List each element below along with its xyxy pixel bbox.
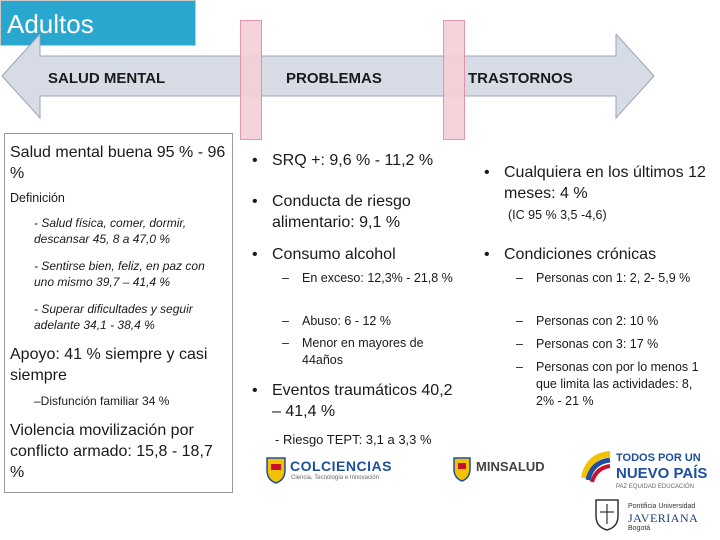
middle-bullet-conducta: • Conducta de riesgo alimentario: 9,1 %	[252, 191, 462, 233]
right-bullet-cualquiera: • Cualquiera en los últimos 12 meses: 4 %	[484, 162, 716, 204]
violencia-text: Violencia movilización por conflicto arm…	[10, 422, 213, 481]
minsalud-logo: MINSALUD	[476, 459, 545, 474]
disfuncion-familiar: –Disfunción familiar 34 %	[34, 394, 170, 408]
def-item: - Superar dificultades y seguir adelante…	[34, 302, 193, 332]
bullet-icon: •	[252, 246, 258, 263]
definicion-title: Definición	[10, 191, 65, 205]
label-trastornos: TRASTORNOS	[468, 70, 573, 87]
todos-por-un-label: TODOS POR UN	[616, 452, 701, 464]
colombia-flag-swirl-icon	[580, 450, 614, 484]
alcohol-sub-text: Menor en mayores de 44años	[302, 336, 424, 367]
dash-icon: –	[516, 360, 523, 374]
dash-icon: –	[282, 314, 289, 328]
javeriana-logo: JAVERIANA	[628, 511, 699, 525]
salud-mental-panel	[4, 133, 233, 493]
bullet-icon: •	[484, 164, 490, 181]
intervalo-confianza: (IC 95 % 3,5 -4,6)	[508, 208, 607, 222]
slide-title: Adultos	[0, 0, 196, 46]
label-problemas: PROBLEMAS	[286, 70, 382, 87]
alcohol-sub-item: – Menor en mayores de 44años	[282, 335, 460, 369]
paz-equidad-educacion: PAZ EQUIDAD EDUCACIÓN	[616, 484, 694, 490]
bullet-icon: •	[484, 246, 490, 263]
cronicas-text: Condiciones crónicas	[504, 246, 657, 263]
conducta-text: Conducta de riesgo alimentario: 9,1 %	[272, 193, 411, 231]
colciencias-logo: COLCIENCIAS	[290, 458, 392, 474]
cronicas-sub-item: – Personas con 3: 17 %	[516, 336, 712, 353]
bullet-icon: •	[252, 193, 258, 210]
def-item: - Salud física, comer, dormir, descansar…	[34, 216, 187, 246]
eventos-text: Eventos traumáticos 40,2 – 41,4 %	[272, 382, 453, 420]
dash-icon: –	[516, 271, 523, 285]
right-bullet-cronicas: • Condiciones crónicas	[484, 244, 716, 265]
dash-icon: –	[282, 271, 289, 285]
colciencias-shield-icon	[265, 456, 287, 484]
colciencias-subtitle: Ciencia, Tecnología e Innovación	[291, 475, 379, 481]
dash-icon: –	[516, 337, 523, 351]
marker-trastornos	[443, 20, 465, 140]
alcohol-text: Consumo alcohol	[272, 246, 396, 263]
cronicas-sub-text: Personas con por lo menos 1 que limita l…	[536, 360, 699, 408]
cronicas-sub-item: – Personas con 1: 2, 2- 5,9 %	[516, 270, 712, 287]
nuevo-pais-label: NUEVO PAÍS	[616, 465, 708, 482]
alcohol-sub-item: – Abuso: 6 - 12 %	[282, 313, 460, 330]
cronicas-sub-text: Personas con 2: 10 %	[536, 314, 659, 328]
pontificia-label: Pontificia Universidad	[628, 503, 696, 510]
alcohol-sub-text: En exceso: 12,3% - 21,8 %	[302, 271, 453, 285]
middle-bullet-srq: • SRQ +: 9,6 % - 11,2 %	[252, 150, 462, 171]
cualquiera-text: Cualquiera en los últimos 12 meses: 4 %	[504, 164, 706, 202]
middle-bullet-alcohol: • Consumo alcohol	[252, 244, 462, 265]
apoyo-text: Apoyo: 41 % siempre y casi siempre	[10, 346, 208, 384]
alcohol-sub-item: – En exceso: 12,3% - 21,8 %	[282, 270, 460, 287]
minsalud-shield-icon	[452, 456, 472, 482]
bullet-icon: •	[252, 382, 258, 399]
arrow-shape	[1, 34, 655, 120]
dash-icon: –	[282, 336, 289, 350]
javeriana-crest-icon	[592, 496, 622, 532]
double-arrow	[1, 34, 655, 120]
bogota-label: Bogotá	[628, 525, 651, 532]
dash-icon: –	[516, 314, 523, 328]
middle-bullet-eventos: • Eventos traumáticos 40,2 – 41,4 %	[252, 380, 462, 422]
marker-problemas	[240, 20, 262, 140]
cronicas-sub-item: – Personas con 2: 10 %	[516, 313, 712, 330]
label-salud-mental: SALUD MENTAL	[48, 70, 166, 87]
cronicas-sub-text: Personas con 1: 2, 2- 5,9 %	[536, 271, 691, 285]
srq-text: SRQ +: 9,6 % - 11,2 %	[272, 152, 434, 169]
cronicas-sub-item: – Personas con por lo menos 1 que limita …	[516, 359, 712, 410]
riesgo-tept: - Riesgo TEPT: 3,1 a 3,3 %	[275, 432, 432, 447]
cronicas-sub-text: Personas con 3: 17 %	[536, 337, 659, 351]
alcohol-sub-text: Abuso: 6 - 12 %	[302, 314, 391, 328]
def-item: - Sentirse bien, feliz, en paz con uno m…	[34, 259, 205, 289]
salud-mental-buena: Salud mental buena 95 % - 96 %	[10, 144, 226, 182]
bullet-icon: •	[252, 152, 258, 169]
